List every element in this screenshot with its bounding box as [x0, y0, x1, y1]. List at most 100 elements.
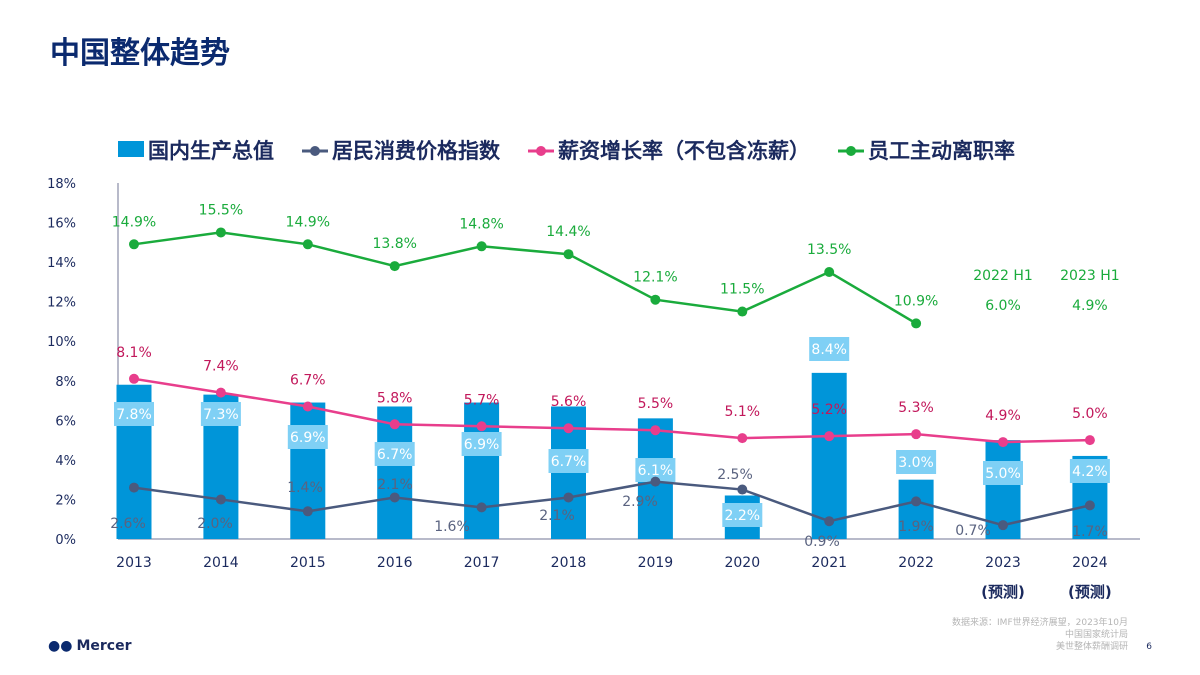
line-series [133, 231, 917, 325]
line-point [129, 482, 139, 493]
line-point [302, 239, 313, 250]
x-tick-label: 2014 [203, 555, 239, 571]
bar-label: 2.2% [725, 508, 761, 524]
line-label: 5.7% [464, 392, 500, 408]
y-tick-label: 14% [47, 256, 76, 271]
line-point [911, 429, 922, 440]
y-tick-label: 18% [47, 177, 76, 192]
line-label: 4.9% [985, 408, 1021, 424]
bar-label-box [896, 450, 937, 474]
bar-label-box [548, 449, 589, 473]
bar-label: 4.2% [1072, 464, 1108, 480]
line-label: 1.6% [434, 519, 470, 535]
y-tick-label: 16% [47, 217, 76, 232]
x-tick-label: 2023 [985, 555, 1021, 571]
annotation-text: 4.9% [1072, 298, 1108, 314]
bar-label-box [1069, 459, 1110, 483]
line-point [389, 419, 400, 430]
x-tick-sublabel: (预测) [981, 583, 1025, 601]
source-line: 数据来源：IMF世界经济展望，2023年10月 [952, 618, 1128, 628]
line-point [476, 502, 487, 513]
line-point [737, 306, 748, 317]
line-label: 2.6% [110, 516, 146, 532]
bar-gdp [811, 372, 847, 539]
bar-label-box [287, 425, 328, 449]
logo-icon: ●● [48, 638, 73, 654]
source-line: 美世整体薪酬调研 [1055, 642, 1128, 652]
line-point [824, 267, 835, 277]
logo-text: Mercer [76, 638, 132, 654]
legend-label: 薪资增长率（不包含冻薪） [558, 139, 810, 163]
line-point [737, 484, 748, 495]
y-tick-label: 0% [55, 533, 76, 548]
annotation-text: 2022 H1 [973, 268, 1033, 284]
x-tick-label: 2019 [638, 555, 674, 571]
bar-label: 7.8% [116, 407, 152, 423]
line-point [389, 492, 400, 503]
legend-item: 员工主动离职率 [838, 135, 1015, 165]
line-point [302, 506, 313, 517]
source-line: 中国国家统计局 [1064, 630, 1128, 640]
legend-item: 薪资增长率（不包含冻薪） [528, 135, 810, 165]
x-tick-label: 2016 [377, 555, 413, 571]
line-point [650, 476, 661, 487]
line-label: 8.1% [116, 345, 152, 361]
bar-label: 6.9% [464, 437, 500, 453]
line-label: 1.4% [287, 480, 323, 496]
legend: 国内生产总值 居民消费价格指数 薪资增长率（不包含冻薪） 员工主动离职率 [118, 135, 1015, 165]
x-tick-label: 2013 [116, 555, 152, 571]
line-point [302, 401, 313, 412]
bar-label: 6.7% [551, 454, 587, 470]
line-point [737, 433, 748, 444]
line-label: 1.9% [898, 519, 934, 535]
bar-gdp [290, 402, 326, 539]
line-point [129, 373, 139, 384]
legend-marker [528, 138, 554, 162]
source-note: 数据来源：IMF世界经济展望，2023年10月中国国家统计局美世整体薪酬调研 [952, 617, 1128, 653]
line-label: 5.5% [638, 396, 674, 412]
bar-label-box [374, 442, 415, 466]
line-label: 0.9% [804, 534, 840, 550]
legend-item: 国内生产总值 [118, 135, 274, 165]
line-label: 15.5% [199, 202, 243, 218]
line-point [824, 516, 835, 527]
line-point [215, 227, 226, 238]
legend-item: 居民消费价格指数 [302, 135, 500, 165]
bar-label-box [809, 337, 850, 361]
bar-label-box [722, 503, 763, 527]
page-title: 中国整体趋势 [50, 36, 230, 71]
line-point [911, 496, 922, 507]
line-label: 6.7% [290, 372, 326, 388]
line-point [650, 425, 661, 436]
x-tick-label: 2017 [464, 555, 500, 571]
bar-label: 6.1% [638, 463, 674, 479]
line-label: 7.4% [203, 359, 239, 375]
line-label: 14.9% [286, 214, 330, 230]
y-tick-label: 12% [47, 296, 76, 311]
x-tick-label: 2021 [811, 555, 847, 571]
line-series [133, 480, 1091, 527]
bar-gdp [898, 479, 934, 539]
line-label: 5.8% [377, 390, 413, 406]
bar-label: 3.0% [898, 455, 934, 471]
line-label: 14.9% [112, 214, 156, 230]
line-label: 0.7% [955, 523, 991, 539]
line-label: 2.5% [717, 467, 753, 483]
line-label: 2.0% [197, 516, 233, 532]
x-tick-label: 2024 [1072, 555, 1108, 571]
line-label: 5.2% [811, 402, 847, 418]
x-tick-label: 2018 [551, 555, 587, 571]
line-label: 14.4% [546, 224, 590, 240]
line-label: 5.0% [1072, 406, 1108, 422]
bar-label: 5.0% [985, 466, 1021, 482]
y-tick-label: 10% [47, 335, 76, 350]
line-point [563, 492, 574, 503]
line-label: 5.6% [551, 394, 587, 410]
line-point [824, 431, 835, 442]
legend-label: 居民消费价格指数 [332, 139, 500, 163]
line-label: 14.8% [459, 216, 503, 232]
legend-label: 国内生产总值 [148, 139, 274, 163]
legend-marker [118, 138, 144, 162]
x-tick-label: 2015 [290, 555, 326, 571]
